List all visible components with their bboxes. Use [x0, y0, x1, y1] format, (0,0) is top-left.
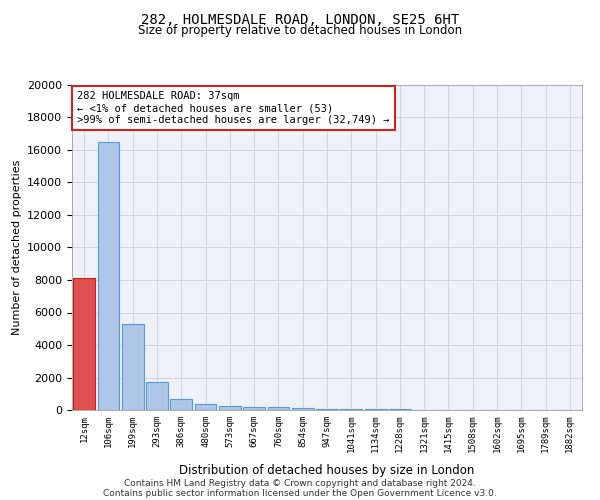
Text: Contains public sector information licensed under the Open Government Licence v3: Contains public sector information licen… [103, 488, 497, 498]
Bar [219, 406, 241, 410]
Bar [73, 278, 95, 410]
Bar [194, 404, 217, 410]
Bar [316, 408, 338, 410]
Bar [170, 398, 192, 410]
Bar [268, 407, 289, 410]
Text: Contains HM Land Registry data © Crown copyright and database right 2024.: Contains HM Land Registry data © Crown c… [124, 478, 476, 488]
Bar [122, 324, 143, 410]
Y-axis label: Number of detached properties: Number of detached properties [11, 160, 22, 335]
Text: Size of property relative to detached houses in London: Size of property relative to detached ho… [138, 24, 462, 37]
X-axis label: Distribution of detached houses by size in London: Distribution of detached houses by size … [179, 464, 475, 476]
Bar [340, 409, 362, 410]
Bar [365, 409, 386, 410]
Bar [97, 142, 119, 410]
Bar [146, 382, 168, 410]
Bar [292, 408, 314, 410]
Bar [243, 407, 265, 410]
Text: 282, HOLMESDALE ROAD, LONDON, SE25 6HT: 282, HOLMESDALE ROAD, LONDON, SE25 6HT [141, 12, 459, 26]
Text: 282 HOLMESDALE ROAD: 37sqm
← <1% of detached houses are smaller (53)
>99% of sem: 282 HOLMESDALE ROAD: 37sqm ← <1% of deta… [77, 92, 389, 124]
